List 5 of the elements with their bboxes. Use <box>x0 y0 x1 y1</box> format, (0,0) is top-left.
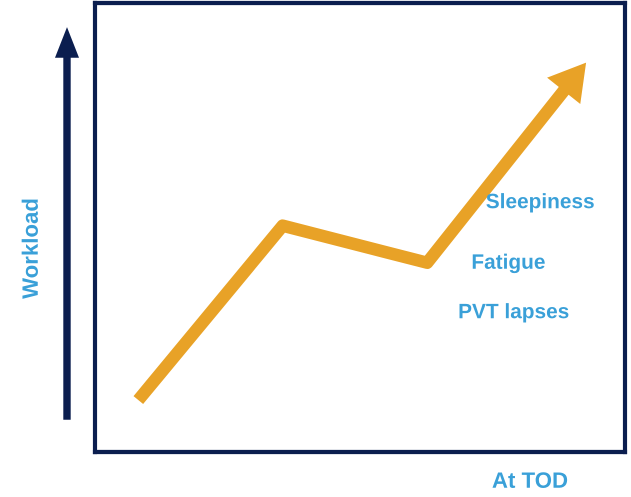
x-axis-title: At TOD <box>492 472 568 488</box>
y-axis-title: Workload <box>22 200 38 299</box>
annotation: Fatigue <box>472 254 545 274</box>
annotation: Sleepiness <box>486 193 594 213</box>
annotation: PVT lapses <box>460 303 568 323</box>
